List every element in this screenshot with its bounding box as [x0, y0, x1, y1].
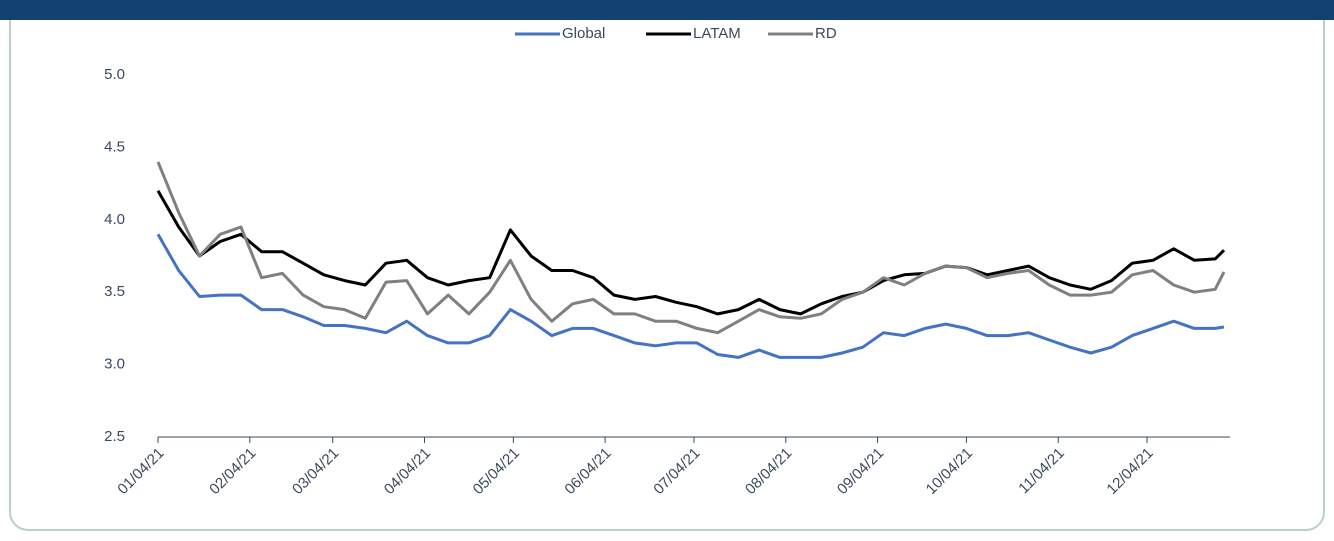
y-tick-label: 3.0	[104, 356, 125, 373]
series-line	[156, 161, 1226, 335]
x-tick-label: 04/04/21	[381, 445, 434, 498]
x-tick-label: 03/04/21	[289, 445, 342, 498]
x-tick-label: 05/04/21	[470, 445, 523, 498]
series-line	[156, 190, 1226, 316]
x-tick-label: 06/04/21	[561, 445, 614, 498]
y-tick-label: 4.0	[104, 211, 125, 228]
x-tick-label: 11/04/21	[1015, 445, 1068, 498]
x-tick-label: 07/04/21	[650, 445, 703, 498]
y-tick-label: 4.5	[104, 138, 125, 155]
x-tick-label: 01/04/21	[114, 445, 167, 498]
header-bar	[0, 0, 1334, 20]
series-line	[156, 233, 1225, 359]
legend-label: Global	[562, 25, 605, 42]
x-tick-label: 02/04/21	[206, 445, 259, 498]
frame	[9, 0, 1325, 531]
legend-label: LATAM	[693, 25, 741, 42]
y-tick-label: 2.5	[104, 428, 125, 445]
x-tick-label: 08/04/21	[742, 445, 795, 498]
y-tick-label: 3.5	[104, 283, 125, 300]
x-tick-label: 09/04/21	[834, 445, 887, 498]
y-tick-label: 5.0	[104, 66, 125, 83]
legend-label: RD	[815, 25, 837, 42]
x-tick-label: 10/04/21	[923, 445, 976, 498]
x-tick-label: 12/04/21	[1103, 445, 1156, 498]
